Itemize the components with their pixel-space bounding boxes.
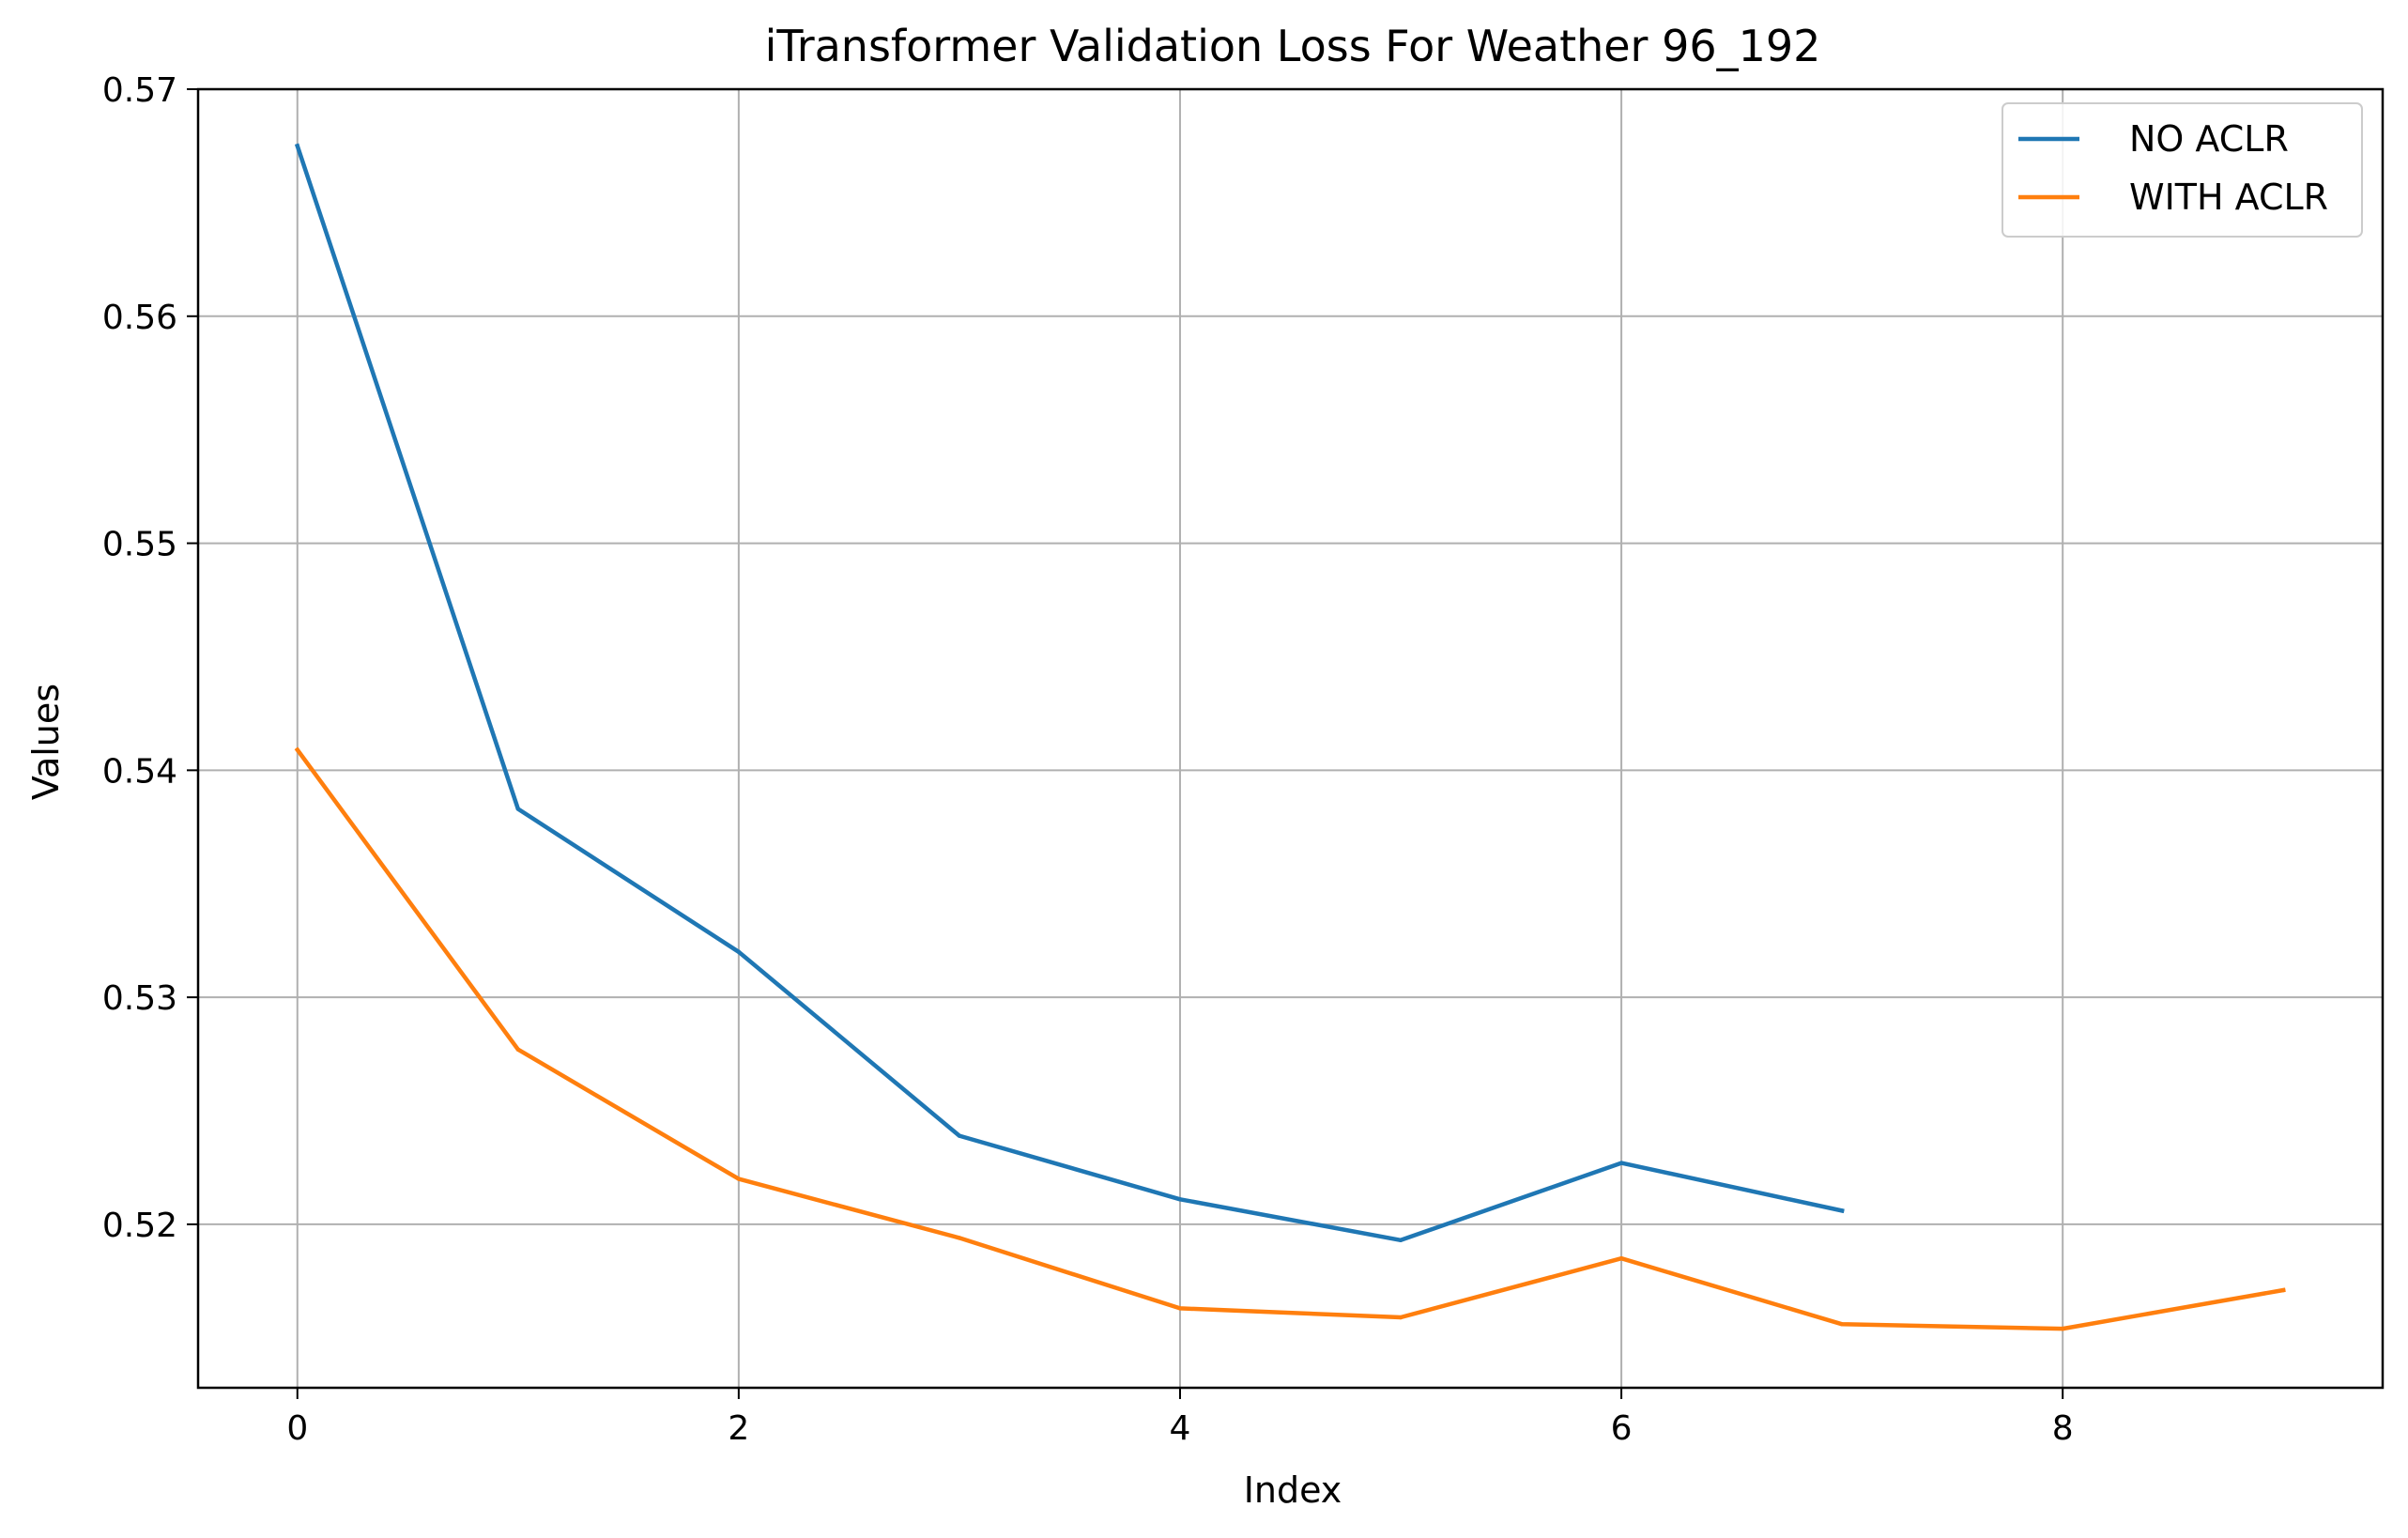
data-point bbox=[1398, 1238, 1403, 1243]
y-tick-label: 0.54 bbox=[102, 752, 177, 791]
x-axis-title: Index bbox=[1244, 1469, 1342, 1511]
data-point bbox=[2281, 1287, 2286, 1293]
x-tick-label: 6 bbox=[1611, 1409, 1633, 1448]
series-lines bbox=[294, 143, 2286, 1331]
legend-label-no-aclr: NO ACLR bbox=[2129, 118, 2289, 160]
x-tick-label: 4 bbox=[1170, 1409, 1191, 1448]
data-point bbox=[1177, 1197, 1183, 1202]
legend-box bbox=[2002, 102, 2363, 238]
grid bbox=[198, 88, 2383, 1388]
series-line-with-aclr bbox=[294, 746, 2286, 1331]
data-point bbox=[1618, 1255, 1624, 1261]
data-point bbox=[1618, 1161, 1624, 1165]
data-point bbox=[1398, 1315, 1403, 1320]
legend: NO ACLR WITH ACLR bbox=[2002, 102, 2363, 238]
data-point bbox=[295, 144, 299, 148]
x-tick-label: 8 bbox=[2052, 1409, 2074, 1448]
data-point bbox=[515, 807, 521, 811]
data-point bbox=[957, 1236, 962, 1240]
axis-ticks: 0 2 4 6 8 0.52 0.53 0.54 0.55 0.56 0.57 bbox=[102, 71, 2074, 1448]
legend-label-with-aclr: WITH ACLR bbox=[2129, 177, 2328, 218]
x-tick-label: 2 bbox=[728, 1409, 749, 1448]
y-tick-label: 0.55 bbox=[102, 526, 177, 564]
data-point bbox=[957, 1133, 962, 1138]
data-point bbox=[736, 949, 742, 954]
data-point bbox=[1839, 1322, 1845, 1327]
data-point bbox=[515, 1047, 521, 1052]
y-axis-title: Values bbox=[25, 684, 67, 800]
data-point bbox=[295, 747, 299, 752]
plot-area-frame bbox=[196, 87, 2385, 1390]
series-line-no-aclr bbox=[294, 143, 1845, 1243]
y-tick-label: 0.56 bbox=[102, 299, 177, 337]
y-tick-label: 0.53 bbox=[102, 979, 177, 1018]
y-tick-label: 0.57 bbox=[102, 71, 177, 110]
chart-title: iTransformer Validation Loss For Weather… bbox=[765, 21, 1821, 71]
y-tick-label: 0.52 bbox=[102, 1207, 177, 1245]
data-point bbox=[2060, 1326, 2065, 1331]
data-point bbox=[1839, 1208, 1845, 1213]
x-tick-label: 0 bbox=[286, 1409, 308, 1448]
data-point bbox=[736, 1177, 742, 1181]
data-point bbox=[1177, 1306, 1183, 1311]
